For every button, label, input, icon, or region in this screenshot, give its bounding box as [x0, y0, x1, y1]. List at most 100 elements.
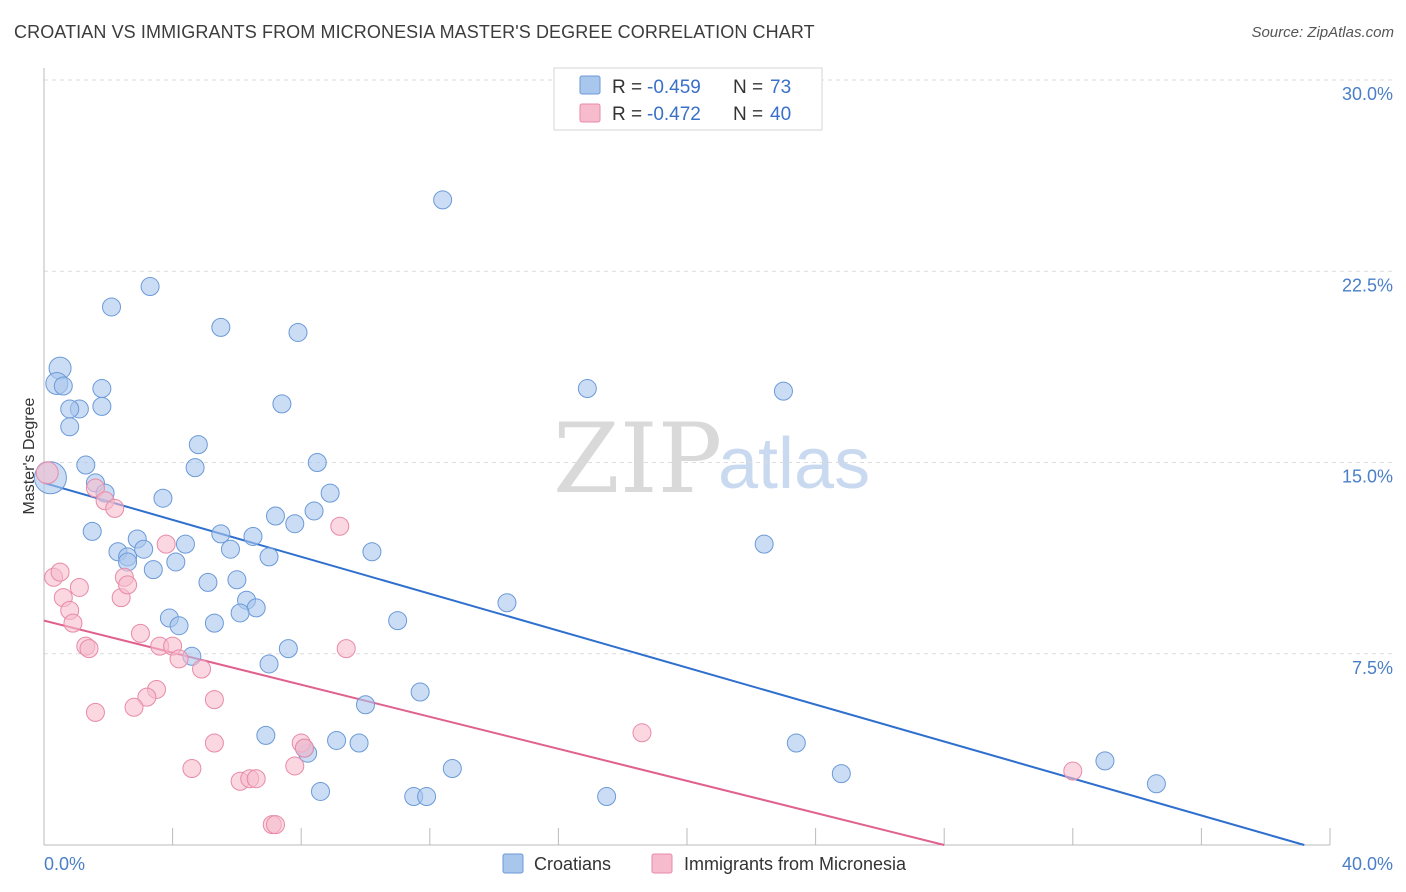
point-micronesia	[336, 639, 356, 659]
legend-n-label-0: N =	[733, 77, 763, 98]
point-croatians	[60, 399, 80, 419]
point-croatians	[442, 759, 462, 778]
point-croatians	[320, 483, 340, 503]
point-croatians	[211, 317, 231, 337]
point-croatians	[227, 570, 247, 590]
legend-r-value-0: -0.459	[647, 77, 701, 98]
point-croatians	[198, 572, 218, 592]
legend-r-label-0: R =	[612, 77, 642, 98]
point-croatians	[243, 526, 263, 546]
point-croatians	[259, 547, 279, 567]
point-micronesia	[50, 562, 70, 582]
point-croatians	[597, 787, 617, 807]
point-croatians	[92, 396, 112, 416]
point-micronesia	[130, 623, 150, 643]
gridlines	[44, 79, 1394, 655]
point-micronesia	[1063, 761, 1083, 781]
point-croatians	[327, 730, 347, 750]
legend-swatch-croatians	[579, 75, 601, 95]
bottom-legend-label-croatians: Croatians	[534, 854, 611, 874]
point-micronesia	[105, 498, 125, 518]
point-micronesia	[63, 613, 83, 633]
legend-swatch-micronesia	[579, 103, 601, 123]
point-croatians	[304, 501, 324, 521]
y-tick-label: 22.5%	[1342, 275, 1393, 295]
point-croatians	[259, 654, 279, 674]
point-croatians	[433, 190, 453, 210]
point-croatians	[288, 322, 308, 342]
point-croatians	[153, 488, 173, 508]
point-micronesia	[169, 649, 189, 669]
point-croatians	[188, 435, 208, 455]
point-micronesia	[137, 687, 157, 707]
point-croatians	[204, 613, 224, 633]
point-croatians	[118, 552, 138, 572]
point-croatians	[497, 593, 517, 613]
source-credit: Source: ZipAtlas.com	[1251, 24, 1394, 41]
point-croatians	[417, 787, 437, 807]
point-croatians	[166, 552, 186, 572]
point-croatians	[1146, 774, 1166, 794]
point-micronesia	[35, 461, 59, 485]
legend-n-value-0: 73	[770, 77, 791, 98]
point-croatians	[211, 524, 231, 544]
legend-r-value-1: -0.472	[647, 104, 701, 125]
x-tick-label-max: 40.0%	[1342, 854, 1393, 874]
y-axis-label: Master's Degree	[21, 397, 38, 514]
point-croatians	[53, 376, 73, 396]
point-croatians	[831, 764, 851, 784]
y-tick-label: 15.0%	[1342, 467, 1393, 487]
legend-n-value-1: 40	[770, 104, 791, 125]
point-croatians	[272, 394, 292, 414]
point-croatians	[310, 781, 330, 801]
point-croatians	[76, 455, 96, 475]
point-croatians	[1095, 751, 1115, 771]
point-micronesia	[124, 697, 144, 717]
point-micronesia	[265, 815, 285, 835]
legend-n-label-1: N =	[733, 104, 763, 125]
point-micronesia	[246, 769, 266, 789]
point-croatians	[169, 616, 189, 636]
point-micronesia	[118, 575, 138, 595]
point-micronesia	[632, 723, 652, 743]
point-croatians	[577, 379, 597, 399]
point-croatians	[256, 725, 276, 745]
point-croatians	[134, 539, 154, 559]
legend-r-label-1: R =	[612, 104, 642, 125]
point-micronesia	[204, 733, 224, 753]
point-croatians	[773, 381, 793, 401]
point-croatians	[349, 733, 369, 753]
point-croatians	[230, 603, 250, 623]
point-micronesia	[156, 534, 176, 554]
point-croatians	[278, 639, 298, 659]
point-micronesia	[330, 516, 350, 536]
axes: 7.5% 15.0% 22.5% 30.0%	[43, 68, 1393, 846]
point-croatians	[410, 682, 430, 702]
y-tick-label: 7.5%	[1352, 658, 1393, 678]
point-micronesia	[204, 690, 224, 710]
point-croatians	[220, 539, 240, 559]
point-croatians	[265, 506, 285, 526]
point-croatians	[388, 611, 408, 631]
series-legend: Croatians Immigrants from Micronesia	[502, 853, 907, 874]
point-micronesia	[192, 659, 212, 679]
point-croatians	[60, 417, 80, 437]
point-croatians	[82, 521, 102, 541]
point-croatians	[754, 534, 774, 554]
point-micronesia	[182, 759, 202, 778]
point-croatians	[285, 514, 305, 534]
trend-lines	[43, 481, 1305, 846]
point-croatians	[92, 379, 112, 399]
point-croatians	[246, 598, 266, 618]
point-micronesia	[85, 702, 105, 722]
bottom-legend-swatch-micronesia	[651, 853, 673, 874]
point-micronesia	[285, 756, 305, 776]
point-croatians	[362, 542, 382, 562]
chart-title: CROATIAN VS IMMIGRANTS FROM MICRONESIA M…	[14, 22, 815, 42]
point-micronesia	[85, 478, 105, 498]
point-micronesia	[79, 639, 99, 659]
point-croatians	[356, 695, 375, 715]
point-micronesia	[294, 738, 314, 758]
point-croatians	[102, 297, 122, 317]
